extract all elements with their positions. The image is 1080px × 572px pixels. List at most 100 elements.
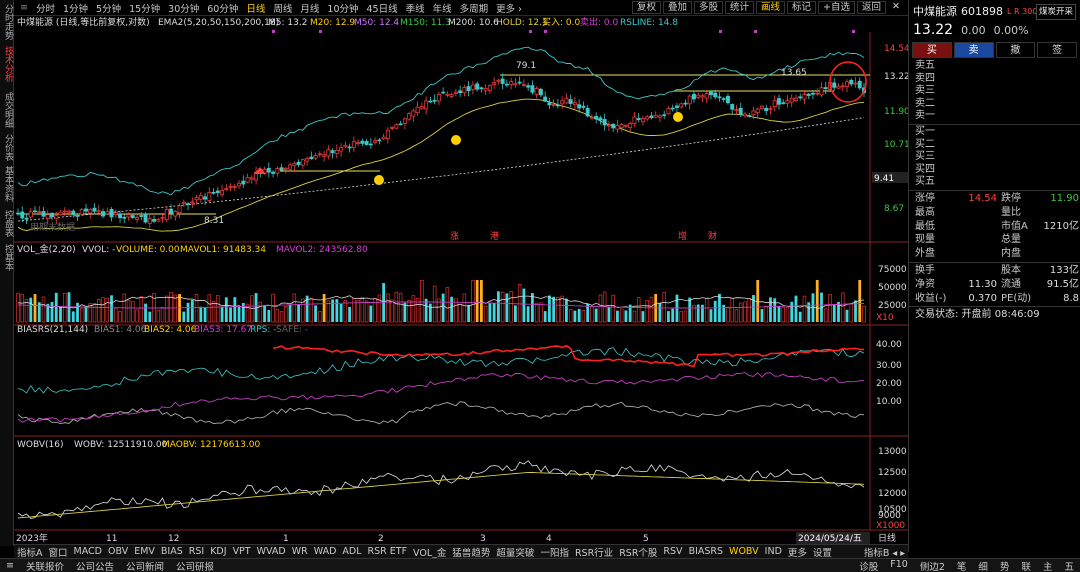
- period-tab[interactable]: 分时: [35, 3, 55, 15]
- ask-row[interactable]: 卖四: [915, 72, 935, 84]
- period-tab[interactable]: 15分钟: [129, 3, 161, 15]
- indicator-tab[interactable]: 设置: [812, 547, 832, 559]
- bid-row[interactable]: 买五: [915, 176, 935, 188]
- back-button[interactable]: 返回: [857, 1, 887, 14]
- menu-icon[interactable]: ≡: [6, 560, 14, 571]
- buy-button[interactable]: 买: [912, 42, 952, 58]
- indicator-tab[interactable]: 超量突破: [496, 547, 535, 559]
- volume-bar: [88, 303, 93, 323]
- indicator-tab[interactable]: WOBV: [729, 546, 759, 557]
- multi-stock-button[interactable]: 多股: [693, 1, 723, 14]
- volume-bar: [667, 311, 670, 322]
- period-tab[interactable]: 更多 ›: [496, 3, 522, 15]
- long-ma-line: [17, 117, 865, 222]
- indicator-b-selector[interactable]: 指标B ◂ ▸: [863, 547, 905, 559]
- period-tab[interactable]: 月线: [300, 3, 320, 15]
- period-tab[interactable]: 周线: [273, 3, 293, 15]
- diagnose-link[interactable]: 诊股: [859, 561, 879, 572]
- tab-time-sharing[interactable]: 分时走势: [3, 4, 13, 40]
- overlay-button[interactable]: 叠加: [662, 1, 692, 14]
- industry-tag[interactable]: 煤炭开采: [1035, 4, 1076, 20]
- f10-link[interactable]: F10: [890, 558, 908, 570]
- period-tab[interactable]: 多周期: [459, 3, 489, 15]
- ask-row[interactable]: 卖二: [915, 97, 935, 109]
- side-tab[interactable]: 联: [1021, 561, 1031, 572]
- indicator-tab[interactable]: RSR ETF: [367, 546, 408, 557]
- buy-signal: 买入: 0.0: [542, 17, 580, 28]
- indicator-tab[interactable]: VPT: [232, 546, 251, 557]
- candle-body: [760, 105, 764, 109]
- indicator-tab[interactable]: WR: [291, 546, 308, 557]
- indicator-tab[interactable]: 指标A: [17, 547, 43, 559]
- period-tab[interactable]: 5分钟: [96, 3, 122, 15]
- sell-button[interactable]: 卖: [953, 42, 994, 58]
- period-tab[interactable]: 60分钟: [207, 3, 239, 15]
- indicator-tab[interactable]: OBV: [108, 546, 129, 557]
- side-tab[interactable]: 势: [999, 561, 1010, 572]
- candle-body: [666, 108, 671, 115]
- period-tab[interactable]: 45日线: [366, 3, 398, 15]
- mark-button[interactable]: 标记: [787, 1, 817, 14]
- bid-row[interactable]: 买二: [915, 138, 935, 150]
- bid-row[interactable]: 买三: [915, 151, 935, 163]
- indicator-tab[interactable]: VOL_金: [413, 547, 447, 559]
- tab-price-table[interactable]: 分价表: [3, 134, 13, 161]
- side-tab[interactable]: 笔: [956, 561, 967, 572]
- tab-basic-info[interactable]: 基本资料: [3, 166, 13, 202]
- indicator-tab[interactable]: RSR行业: [574, 547, 614, 559]
- indicator-tab[interactable]: BIASRS: [688, 546, 724, 557]
- indicator-tab[interactable]: 猛兽趋势: [452, 547, 491, 559]
- indicator-tab[interactable]: IND: [764, 546, 782, 557]
- indicator-tab[interactable]: 窗口: [48, 547, 68, 559]
- period-tab[interactable]: 30分钟: [168, 3, 200, 15]
- add-watchlist-button[interactable]: +自选: [818, 1, 856, 14]
- period-tab[interactable]: 季线: [405, 3, 425, 15]
- indicator-tab[interactable]: RSV: [663, 546, 683, 557]
- indicator-tab[interactable]: ADL: [342, 546, 362, 557]
- ask-row[interactable]: 卖一: [915, 110, 935, 122]
- close-icon[interactable]: ✕: [892, 1, 900, 12]
- ask-row[interactable]: 卖三: [915, 85, 935, 97]
- indicator-tab[interactable]: MACD: [73, 546, 102, 557]
- bid-row[interactable]: 买四: [915, 163, 935, 175]
- status-link[interactable]: 公司新闻: [126, 561, 165, 572]
- ask-row[interactable]: 卖五: [915, 60, 935, 71]
- volume-bar: [500, 291, 505, 323]
- highlight-circle[interactable]: [829, 61, 867, 103]
- candle-body: [534, 88, 539, 95]
- indicator-tab[interactable]: EMV: [134, 546, 155, 557]
- stats-button[interactable]: 统计: [725, 1, 755, 14]
- sign-button[interactable]: 签: [1037, 42, 1077, 58]
- tab-technical-analysis[interactable]: 技术分析: [3, 46, 13, 82]
- draw-line-button[interactable]: 画线: [756, 1, 786, 14]
- period-tab[interactable]: 年线: [432, 3, 452, 15]
- indicator-tab[interactable]: WAD: [313, 546, 337, 557]
- candle-body: [628, 123, 633, 129]
- indicator-tab[interactable]: BIAS: [160, 546, 183, 557]
- menu-icon[interactable]: ≡: [20, 2, 28, 13]
- status-link[interactable]: 关联报价: [25, 561, 64, 572]
- tab-control[interactable]: 控盘表: [3, 210, 13, 237]
- side-tab[interactable]: 五: [1064, 561, 1074, 572]
- indicator-tab[interactable]: 一阳指: [540, 547, 569, 559]
- period-tab[interactable]: 10分钟: [327, 3, 359, 15]
- period-tab[interactable]: 1分钟: [62, 3, 89, 15]
- indicator-tab[interactable]: RSR个股: [619, 547, 658, 559]
- chart-area[interactable]: 中煤能源 (日线,等比前复权,对数) EMA2(5,20,50,150,200,…: [14, 16, 908, 546]
- restore-button[interactable]: 复权: [631, 1, 661, 14]
- indicator-tab[interactable]: KDJ: [210, 546, 227, 557]
- volume-value: VOLUME: 0.00: [116, 245, 180, 255]
- side-tab[interactable]: 主: [1042, 561, 1053, 572]
- status-link[interactable]: 公司研报: [176, 561, 215, 572]
- indicator-tab[interactable]: WVAD: [256, 546, 286, 557]
- status-link[interactable]: 公司公告: [75, 561, 114, 572]
- bid-row[interactable]: 买一: [915, 125, 935, 137]
- side-tab[interactable]: 细: [978, 561, 988, 572]
- tab-control-basic[interactable]: 控基本: [3, 244, 13, 271]
- indicator-tab[interactable]: 更多: [787, 547, 807, 559]
- indicator-tab[interactable]: RSI: [188, 546, 205, 557]
- side-panel-toggle[interactable]: 侧边2: [919, 561, 945, 572]
- period-tab-active[interactable]: 日线: [246, 3, 266, 15]
- tab-trade-detail[interactable]: 成交明细: [3, 92, 13, 128]
- cancel-order-button[interactable]: 撤: [995, 42, 1036, 58]
